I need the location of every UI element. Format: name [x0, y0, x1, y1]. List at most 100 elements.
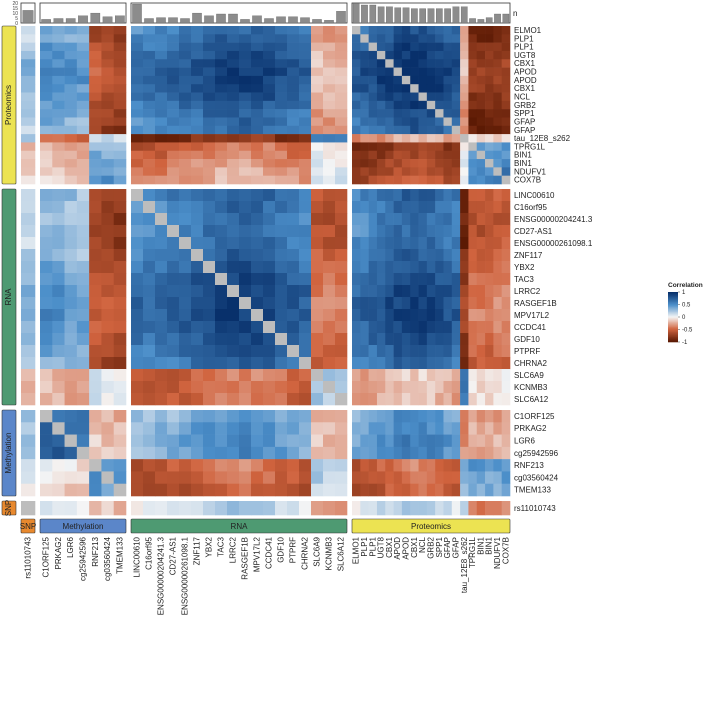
heatmap-cell — [299, 393, 312, 406]
heatmap-cell — [179, 59, 192, 68]
heatmap-cell — [251, 150, 264, 160]
heatmap-cell — [368, 483, 378, 497]
heatmap-cell — [360, 501, 369, 516]
heatmap-cell — [40, 201, 53, 214]
heatmap-cell — [360, 297, 369, 310]
heatmap-cell — [101, 309, 115, 322]
heatmap-cell — [493, 50, 502, 60]
legend-swatch — [668, 319, 678, 322]
heatmap-cell — [40, 125, 53, 135]
heatmap-cell — [64, 321, 78, 334]
heatmap-cell — [287, 167, 300, 176]
heatmap-cell — [143, 483, 156, 497]
heatmap-cell — [287, 150, 300, 160]
heatmap-cell — [21, 321, 36, 334]
heatmap-cell — [360, 26, 369, 35]
heatmap-cell — [435, 59, 444, 68]
heatmap-cell — [287, 189, 300, 202]
heatmap-cell — [385, 345, 394, 358]
heatmap-cell — [460, 34, 469, 43]
heatmap-cell — [443, 100, 453, 110]
heatmap-cell — [167, 201, 180, 214]
heatmap-cell — [493, 483, 502, 497]
n-bar — [312, 19, 322, 24]
heatmap-cell — [40, 345, 53, 358]
heatmap-cell — [263, 100, 276, 110]
heatmap-cell — [360, 357, 369, 370]
heatmap-cell — [215, 26, 228, 35]
heatmap-cell — [89, 249, 102, 262]
heatmap-cell — [21, 34, 36, 43]
row-group-strip-proteomics — [1, 25, 17, 185]
heatmap-cell — [179, 345, 192, 358]
heatmap-cell — [393, 100, 403, 110]
heatmap-cell — [21, 189, 36, 202]
n-bar — [411, 8, 418, 24]
heatmap-cell — [52, 345, 65, 358]
heatmap-cell — [385, 75, 394, 85]
heatmap-cell — [299, 483, 312, 497]
heatmap-cell — [485, 142, 494, 152]
heatmap-cell — [191, 109, 204, 118]
heatmap-cell — [493, 34, 502, 43]
heatmap-cell — [227, 333, 240, 346]
heatmap-cell — [468, 297, 478, 310]
heatmap-cell — [485, 159, 494, 168]
heatmap-cell — [263, 321, 276, 334]
heatmap-cell — [323, 297, 336, 310]
heatmap-cell — [426, 357, 436, 370]
column-label: GDF10 — [277, 536, 286, 562]
heatmap-cell — [143, 125, 156, 135]
heatmap-cell — [76, 459, 90, 472]
heatmap-cell — [410, 213, 419, 226]
heatmap-cell — [251, 249, 264, 262]
heatmap-cell — [410, 150, 419, 160]
heatmap-cell — [435, 381, 444, 394]
heatmap-cell — [76, 84, 90, 93]
heatmap-cell — [360, 273, 369, 286]
heatmap-cell — [468, 285, 478, 298]
heatmap-cell — [376, 381, 386, 394]
column-label: tau_12E8_s262 — [460, 536, 469, 593]
heatmap-cell — [251, 273, 264, 286]
heatmap-cell — [227, 297, 240, 310]
heatmap-cell — [485, 273, 494, 286]
heatmap-cell — [203, 369, 216, 382]
heatmap-cell — [335, 213, 348, 226]
heatmap-cell — [435, 309, 444, 322]
heatmap-cell — [179, 273, 192, 286]
heatmap-cell — [21, 273, 36, 286]
heatmap-cell — [385, 422, 394, 435]
heatmap-cell — [143, 201, 156, 214]
heatmap-cell — [64, 125, 78, 135]
heatmap-cell — [143, 117, 156, 127]
heatmap-cell — [401, 501, 411, 516]
heatmap-cell — [215, 201, 228, 214]
heatmap-cell — [89, 285, 102, 298]
heatmap-cell — [385, 369, 394, 382]
legend-swatch — [668, 335, 678, 338]
n-bar — [502, 13, 510, 24]
heatmap-cell — [191, 483, 204, 497]
heatmap-cell — [435, 261, 444, 274]
heatmap-cell — [323, 357, 336, 370]
heatmap-cell — [435, 117, 444, 127]
row-label: ENSG00000204241.3 — [514, 215, 593, 224]
heatmap-cell — [89, 150, 102, 160]
column-label: MPV17L2 — [253, 536, 262, 572]
heatmap-cell — [167, 285, 180, 298]
heatmap-cell — [468, 213, 478, 226]
heatmap-cell — [131, 100, 144, 110]
heatmap-cell — [410, 297, 419, 310]
heatmap-cell — [476, 109, 486, 118]
heatmap-cell — [376, 167, 386, 176]
heatmap-cell — [501, 84, 511, 93]
heatmap-cell — [263, 84, 276, 93]
heatmap-cell — [179, 249, 192, 262]
heatmap-cell — [52, 142, 65, 152]
heatmap-cell — [287, 92, 300, 102]
heatmap-cell — [251, 309, 264, 322]
heatmap-cell — [468, 357, 478, 370]
heatmap-cell — [476, 125, 486, 135]
heatmap-cell — [476, 357, 486, 370]
